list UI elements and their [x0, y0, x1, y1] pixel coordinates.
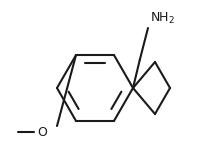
Text: NH$_2$: NH$_2$ [150, 10, 175, 26]
Text: O: O [37, 125, 47, 139]
